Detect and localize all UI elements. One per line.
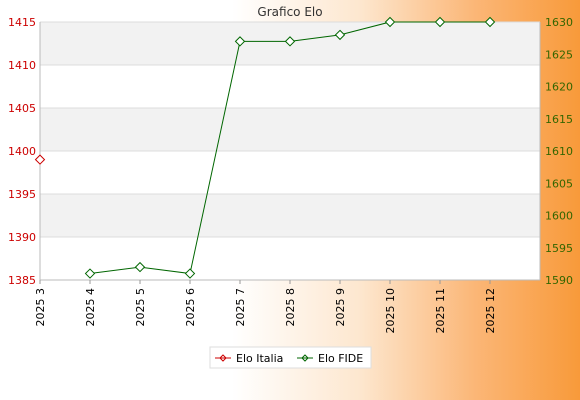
left-tick-label: 1415	[8, 16, 36, 29]
chart-title: Grafico Elo	[257, 5, 322, 19]
legend-marker-elo-italia	[219, 354, 227, 362]
x-tick-label: 2025 3	[34, 288, 47, 327]
right-tick-label: 1605	[545, 177, 573, 190]
right-tick-label: 1590	[545, 274, 573, 287]
data-point-elo-italia	[34, 154, 46, 165]
x-tick-label: 2025 12	[484, 288, 497, 334]
left-tick-label: 1400	[8, 145, 36, 158]
right-tick-label: 1615	[545, 113, 573, 126]
data-point-elo-fide	[384, 16, 396, 28]
x-tick-label: 2025 9	[334, 288, 347, 327]
x-tick-label: 2025 5	[134, 288, 147, 327]
legend-item-elo-italia: Elo Italia	[215, 352, 283, 365]
legend-label-elo-fide: Elo FIDE	[318, 352, 363, 365]
plot-band	[40, 108, 540, 151]
right-tick-label: 1625	[545, 48, 573, 61]
right-tick-label: 1630	[545, 16, 573, 29]
left-tick-label: 1390	[8, 231, 36, 244]
left-tick-label: 1395	[8, 188, 36, 201]
plot-band	[40, 194, 540, 237]
x-tick-label: 2025 11	[434, 288, 447, 334]
right-tick-label: 1620	[545, 81, 573, 94]
x-tick-label: 2025 7	[234, 288, 247, 327]
legend-box	[209, 346, 372, 369]
left-tick-label: 1410	[8, 59, 36, 72]
legend-item-elo-fide: Elo FIDE	[297, 352, 363, 365]
data-point-elo-fide	[134, 261, 146, 273]
data-point-elo-fide	[484, 16, 496, 28]
right-tick-label: 1610	[545, 145, 573, 158]
right-tick-label: 1595	[545, 242, 573, 255]
x-tick-label: 2025 8	[284, 288, 297, 327]
x-tick-label: 2025 4	[84, 288, 97, 327]
right-tick-label: 1600	[545, 210, 573, 223]
data-point-elo-fide	[184, 268, 196, 279]
data-point-elo-fide	[434, 16, 446, 28]
data-point-elo-fide	[334, 29, 346, 41]
left-tick-label: 1385	[8, 274, 36, 287]
x-tick-label: 2025 10	[384, 288, 397, 334]
legend-marker-elo-fide	[301, 354, 309, 362]
data-point-elo-fide	[284, 36, 296, 47]
data-point-elo-fide	[84, 268, 96, 279]
data-point-elo-fide	[234, 36, 246, 47]
left-tick-label: 1405	[8, 102, 36, 115]
x-tick-label: 2025 6	[184, 288, 197, 327]
legend-label-elo-italia: Elo Italia	[236, 352, 283, 365]
